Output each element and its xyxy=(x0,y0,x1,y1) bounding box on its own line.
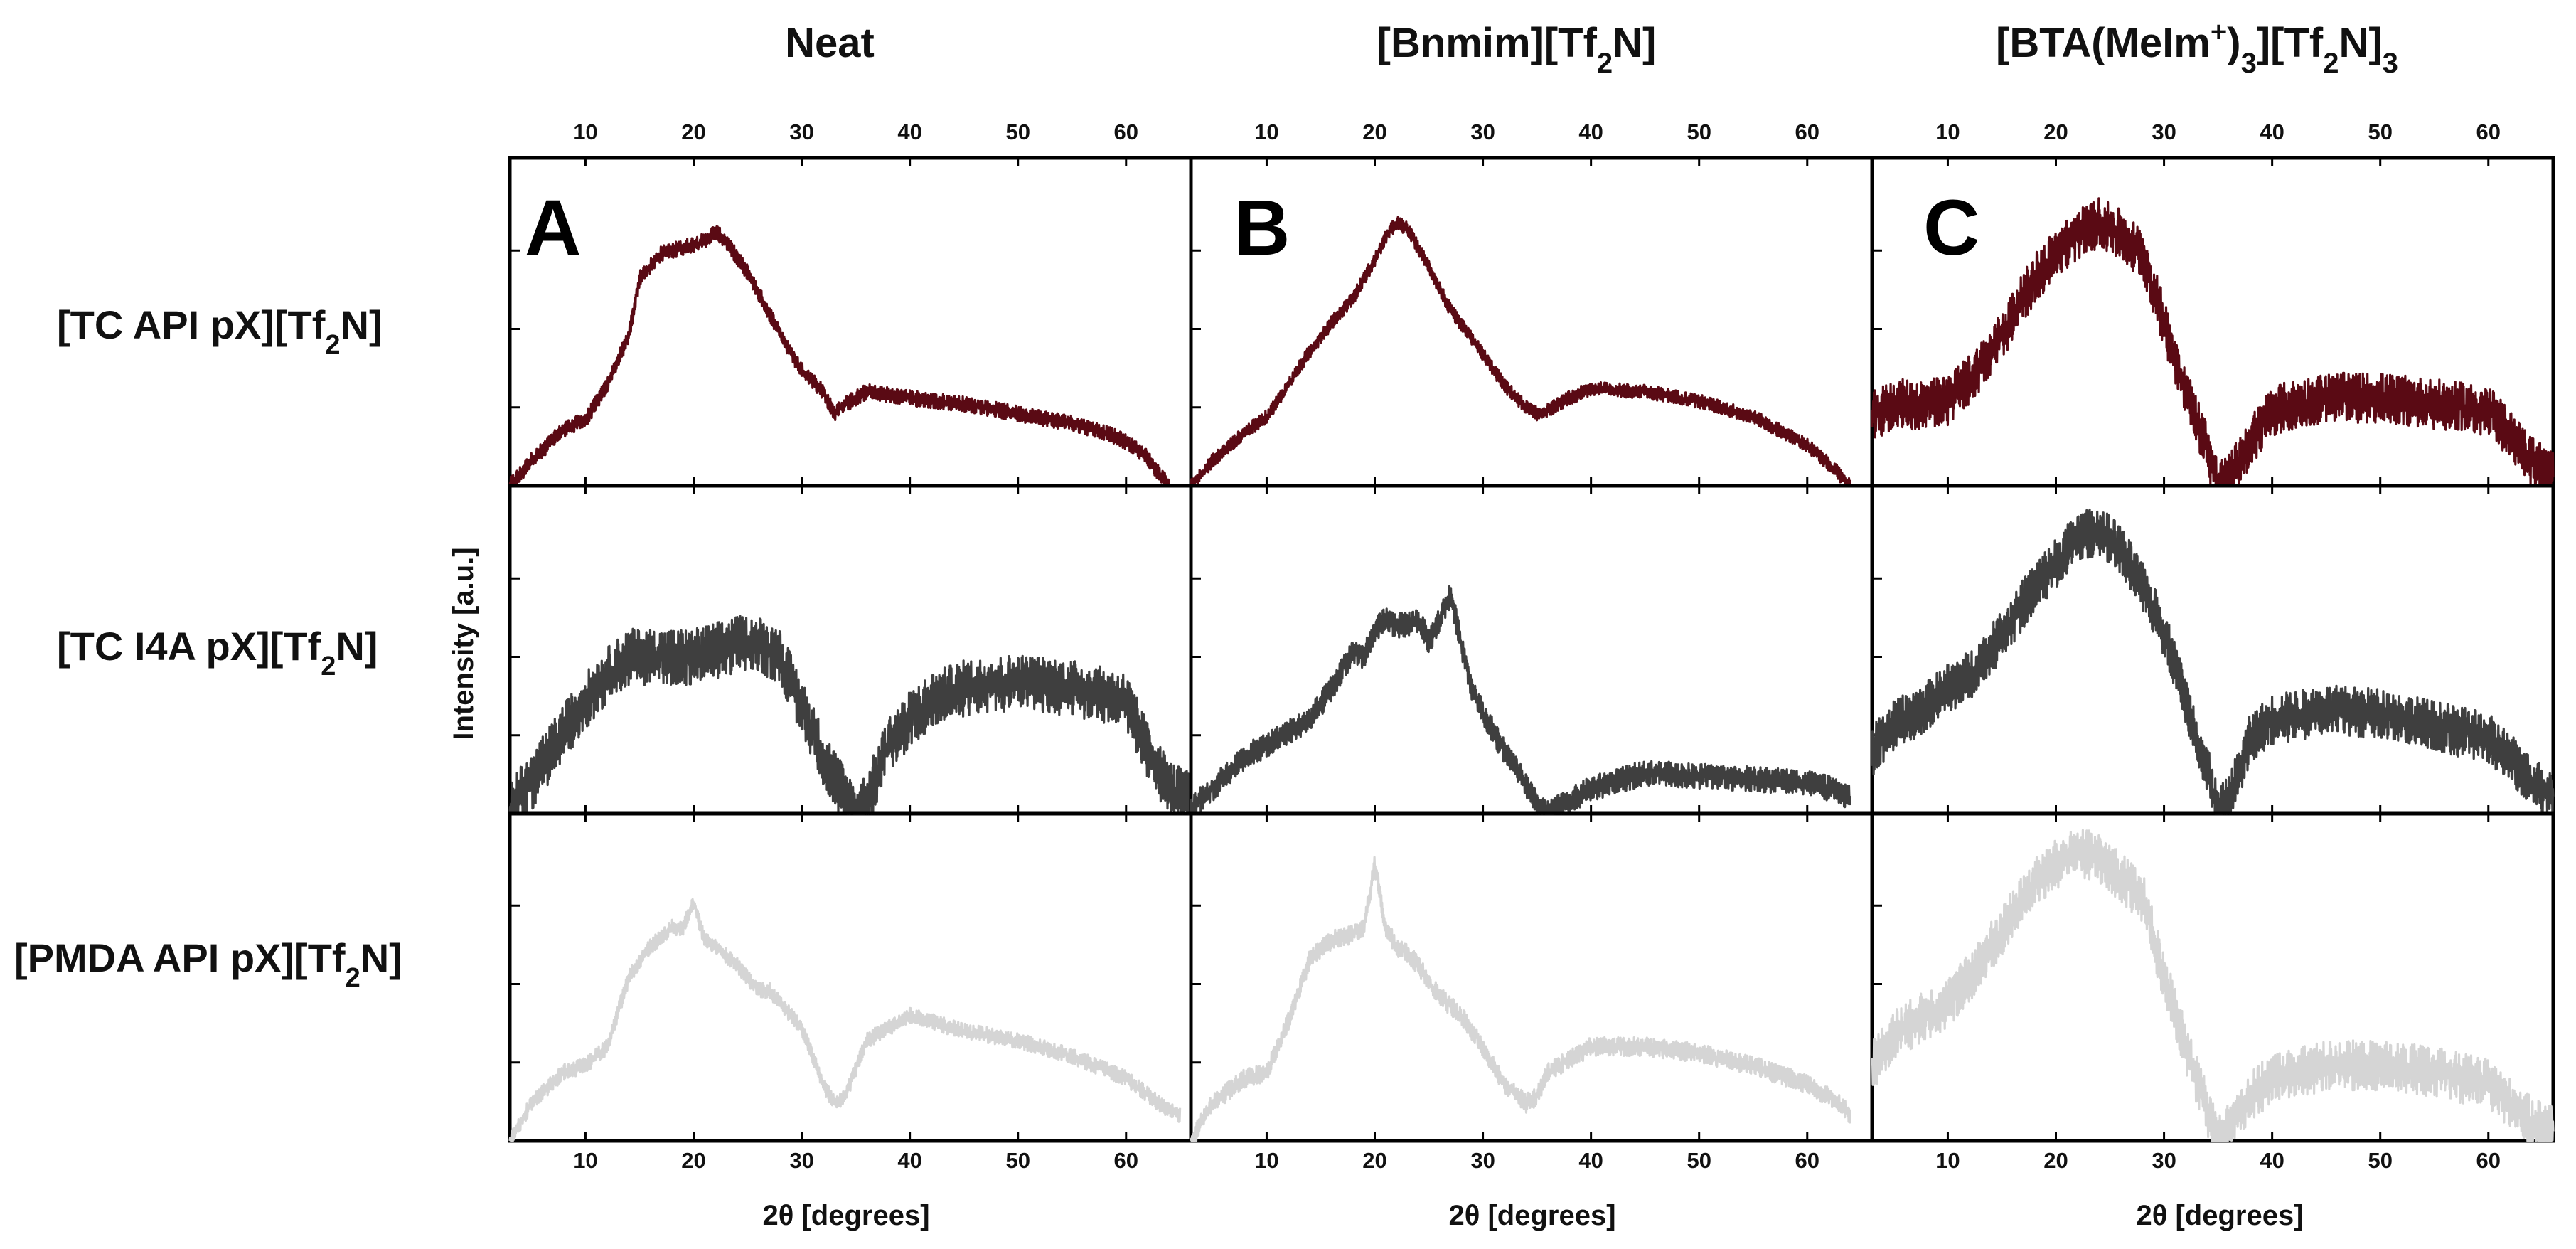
x-tick-label-top: 30 xyxy=(789,119,813,144)
x-tick-label-bottom: 50 xyxy=(1005,1148,1030,1173)
x-tick-label-bottom: 10 xyxy=(1254,1148,1278,1173)
y-axis-title: Intensity [a.u.] xyxy=(448,547,479,740)
x-tick-label-top: 10 xyxy=(573,119,597,144)
x-tick-label-bottom: 40 xyxy=(1578,1148,1603,1173)
row-label-tc-i4a: [TC I4A pX][Tf2N] xyxy=(57,624,378,681)
xrd-trace-row2-col0 xyxy=(508,898,1182,1142)
x-tick-label-bottom: 50 xyxy=(1687,1148,1711,1173)
panel-0-1 xyxy=(1189,156,1874,488)
x-tick-label-top: 10 xyxy=(1254,119,1278,144)
panel-1-0 xyxy=(508,484,1193,816)
xrd-trace-row2-col2 xyxy=(1871,829,2555,1142)
panel-letter-c: C xyxy=(1923,184,1979,272)
xrd-trace-row2-col1 xyxy=(1190,856,1851,1142)
x-tick-label-top: 30 xyxy=(2152,119,2176,144)
xrd-trace-row0-col1 xyxy=(1190,216,1851,487)
panel-frame xyxy=(1189,484,1874,816)
panel-frame xyxy=(508,156,1193,488)
x-tick-label-top: 20 xyxy=(681,119,705,144)
x-tick-label-top: 60 xyxy=(1114,119,1138,144)
xrd-trace-row0-col2 xyxy=(1871,197,2555,487)
x-tick-label-top: 50 xyxy=(2368,119,2392,144)
x-tick-label-bottom: 10 xyxy=(573,1148,597,1173)
panel-frame xyxy=(1870,484,2555,816)
x-tick-label-bottom: 30 xyxy=(789,1148,813,1173)
x-tick-label-bottom: 20 xyxy=(1362,1148,1386,1173)
x-tick-label-bottom: 10 xyxy=(1935,1148,1960,1173)
x-tick-label-bottom: 40 xyxy=(2260,1148,2284,1173)
x-tick-label-top: 60 xyxy=(2476,119,2501,144)
x-tick-label-bottom: 50 xyxy=(2368,1148,2392,1173)
x-tick-label-top: 30 xyxy=(1470,119,1495,144)
panel-1-2 xyxy=(1870,484,2555,816)
x-tick-label-top: 40 xyxy=(1578,119,1603,144)
x-tick-label-bottom: 60 xyxy=(1795,1148,1819,1173)
xrd-trace-row1-col0 xyxy=(508,615,1192,815)
x-tick-label-top: 50 xyxy=(1687,119,1711,144)
x-tick-label-bottom: 20 xyxy=(2043,1148,2068,1173)
row-label-tc-api: [TC API pX][Tf2N] xyxy=(57,302,383,360)
x-tick-label-top: 40 xyxy=(897,119,921,144)
x-tick-label-top: 50 xyxy=(1005,119,1030,144)
xrd-trace-row1-col1 xyxy=(1190,585,1851,815)
x-axis-title-c: 2θ [degrees] xyxy=(2136,1200,2303,1231)
panel-0-0 xyxy=(508,156,1193,488)
x-tick-label-bottom: 30 xyxy=(2152,1148,2176,1173)
panel-letter-b: B xyxy=(1234,184,1290,272)
x-axis-title-b: 2θ [degrees] xyxy=(1448,1200,1615,1231)
x-tick-label-bottom: 60 xyxy=(1114,1148,1138,1173)
x-tick-label-top: 60 xyxy=(1795,119,1819,144)
panel-2-0 xyxy=(508,811,1193,1143)
x-tick-label-top: 20 xyxy=(1362,119,1386,144)
panel-grid: 10 10 20 20 30 30 40 40 50 50 60 60 10 10 20 20 30 30 40 40… xyxy=(508,119,2555,1173)
x-tick-label-top: 40 xyxy=(2260,119,2284,144)
x-tick-label-top: 20 xyxy=(2043,119,2068,144)
x-tick-label-bottom: 30 xyxy=(1470,1148,1495,1173)
panel-letter-a: A xyxy=(525,184,581,272)
panel-frame xyxy=(508,484,1193,816)
panel-2-2 xyxy=(1870,811,2555,1143)
column-title-bnmim: [Bnmim][Tf2N] xyxy=(1377,20,1657,79)
column-title-neat: Neat xyxy=(785,20,875,66)
xrd-trace-row0-col0 xyxy=(508,225,1170,487)
row-label-pmda-api: [PMDA API pX][Tf2N] xyxy=(14,935,402,993)
panel-frame xyxy=(1189,811,1874,1143)
x-tick-label-bottom: 20 xyxy=(681,1148,705,1173)
column-title-bta: [BTA(MeIm+)3][Tf2N]3 xyxy=(1996,16,2398,79)
x-tick-label-bottom: 40 xyxy=(897,1148,921,1173)
xrd-trace-row1-col2 xyxy=(1871,508,2555,815)
x-tick-label-bottom: 60 xyxy=(2476,1148,2501,1173)
panel-2-1 xyxy=(1189,811,1874,1143)
panel-frame xyxy=(1189,156,1874,488)
panel-1-1 xyxy=(1189,484,1874,816)
x-tick-label-top: 10 xyxy=(1935,119,1960,144)
x-axis-title-a: 2θ [degrees] xyxy=(762,1200,929,1231)
